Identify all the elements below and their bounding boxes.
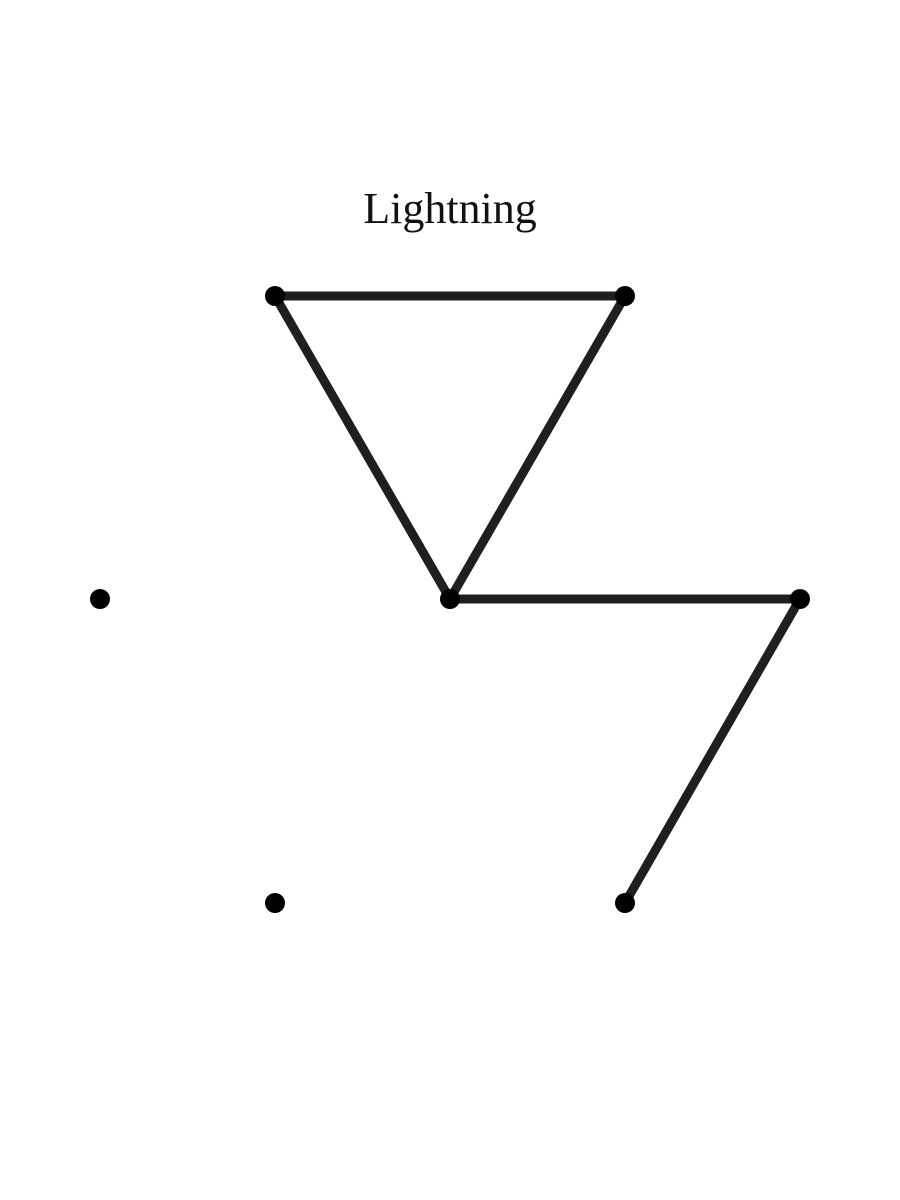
edge-top-right-to-center <box>445 291 630 604</box>
edges-layer <box>270 291 805 908</box>
dot-center <box>440 589 460 609</box>
edge-far-right-to-bottom-right <box>620 594 805 908</box>
dot-top-right <box>615 286 635 306</box>
dot-far-left <box>90 589 110 609</box>
dot-bottom-left <box>265 893 285 913</box>
dot-bottom-right <box>615 893 635 913</box>
diagram-title: Lightning <box>363 184 537 233</box>
dot-top-left <box>265 286 285 306</box>
dot-far-right <box>790 589 810 609</box>
edge-top-left-to-center <box>270 291 455 604</box>
dots-layer <box>90 286 810 913</box>
